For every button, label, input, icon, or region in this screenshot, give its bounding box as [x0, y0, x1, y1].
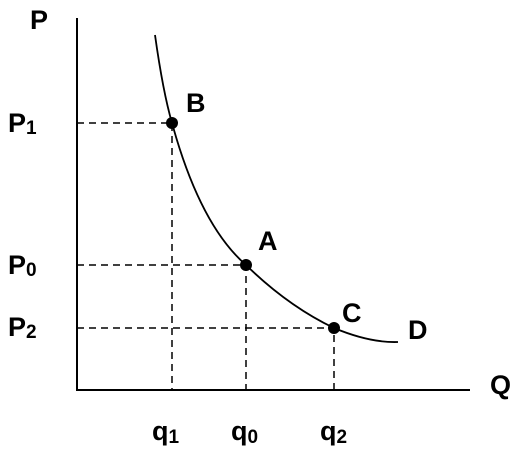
label-sub: 1: [26, 118, 37, 139]
quantity-label: q2: [320, 416, 347, 448]
demand-curve: [154, 34, 399, 343]
point-label: B: [186, 88, 206, 118]
curve-label: D: [408, 315, 428, 345]
label-base: q: [152, 416, 169, 446]
label-sub: 1: [169, 427, 180, 448]
point-c: [328, 322, 340, 334]
quantity-label: q1: [152, 416, 180, 448]
price-label: P0: [8, 250, 37, 281]
point-a: [240, 259, 252, 271]
label-sub: 2: [337, 427, 348, 448]
label-sub: 0: [26, 260, 37, 281]
x-axis-label: Q: [490, 370, 511, 400]
guide-b: [77, 122, 173, 390]
label-base: q: [320, 416, 337, 446]
price-label: P1: [8, 108, 37, 139]
label-base: P: [8, 108, 26, 138]
label-base: q: [231, 416, 248, 446]
label-base: P: [8, 250, 26, 280]
label-sub: 0: [248, 427, 259, 448]
label-sub: 2: [26, 322, 37, 343]
label-base: P: [8, 312, 26, 342]
guide-c: [77, 327, 335, 390]
point-label: A: [258, 226, 278, 256]
point-label: C: [342, 298, 362, 328]
price-label: P2: [8, 312, 37, 343]
point-b: [166, 117, 178, 129]
y-axis-label: P: [30, 5, 48, 35]
quantity-label: q0: [231, 416, 258, 448]
